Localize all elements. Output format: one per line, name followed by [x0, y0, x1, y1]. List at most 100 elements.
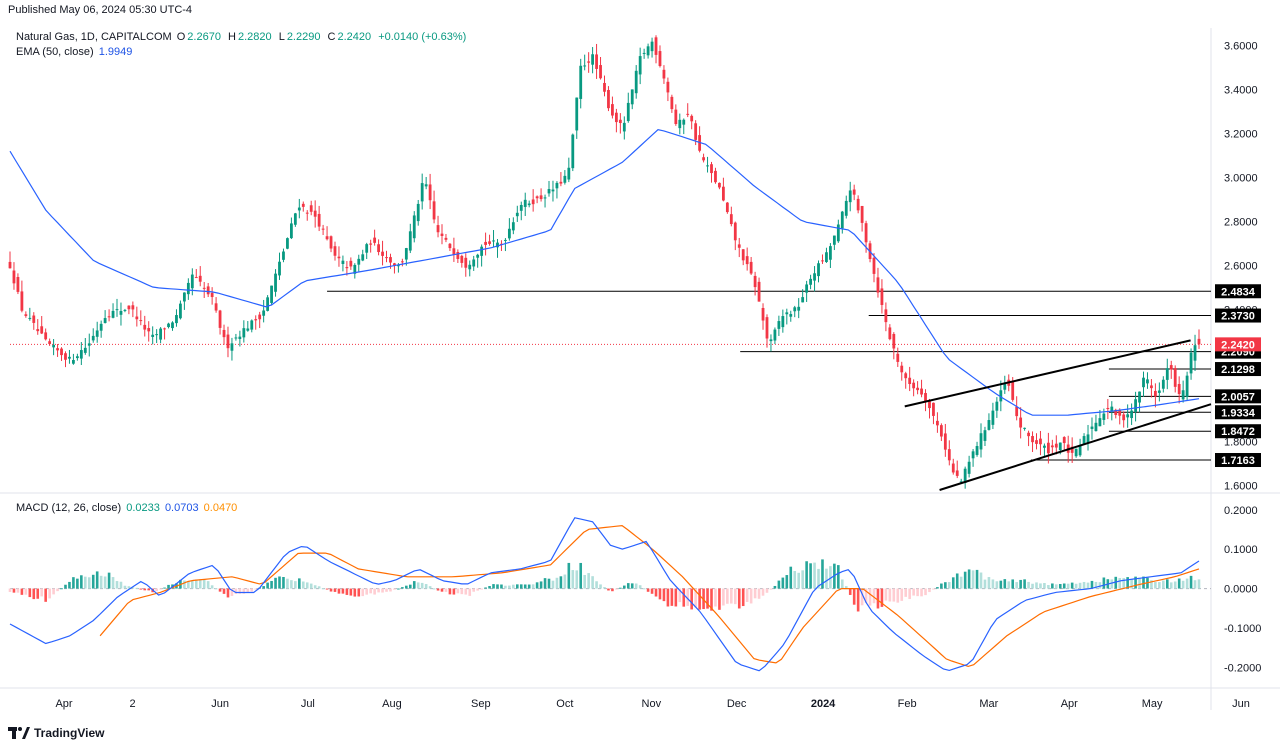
macd-histogram-bar — [111, 577, 115, 589]
macd-histogram-bar — [710, 588, 713, 611]
candle-body — [817, 263, 820, 277]
candle-body — [397, 265, 400, 267]
macd-histogram-bar — [1142, 576, 1145, 589]
macd-histogram-bar — [80, 575, 83, 589]
ema-label[interactable]: EMA (50, close) — [16, 46, 94, 58]
tradingview-brand[interactable]: TradingView — [8, 726, 104, 740]
candle-body — [254, 319, 258, 321]
candle-body — [64, 353, 67, 360]
macd-histogram-bar — [48, 588, 51, 599]
candle-body — [202, 287, 206, 289]
candle-body — [190, 274, 194, 289]
macd-histogram-bar — [587, 573, 590, 589]
macd-histogram-bar — [309, 583, 313, 589]
candle-body — [1058, 442, 1062, 451]
tradingview-logo-icon — [8, 727, 30, 739]
macd-histogram-bar — [991, 579, 995, 589]
macd-histogram-bar — [325, 588, 329, 590]
symbol-title[interactable]: Natural Gas, 1D, CAPITALCOM — [16, 31, 172, 43]
macd-histogram-bar — [868, 588, 872, 606]
candle-body — [1027, 432, 1030, 437]
candle-body — [460, 255, 464, 263]
candle-body — [48, 341, 52, 344]
candle-body — [829, 246, 832, 260]
candle-body — [781, 316, 785, 328]
macd-histogram-bar — [932, 588, 935, 590]
trendline — [904, 339, 1191, 408]
macd-histogram-bar — [1154, 581, 1157, 589]
candle-body — [733, 222, 737, 241]
macd-histogram-bar — [623, 585, 626, 589]
candle-body — [135, 316, 139, 320]
candle-body — [555, 182, 559, 189]
macd-histogram-bar — [127, 586, 131, 589]
candle-body — [614, 112, 618, 123]
macd-histogram-bar — [1086, 582, 1090, 589]
candle-body — [1197, 338, 1201, 345]
macd-histogram-bar — [654, 588, 658, 597]
candle-body — [1138, 391, 1141, 403]
price-tick-label: 3.2000 — [1224, 129, 1258, 141]
macd-histogram-bar — [785, 575, 789, 589]
time-tick-label: May — [1142, 698, 1163, 710]
candle-body — [32, 315, 36, 323]
macd-histogram-bar — [1130, 579, 1133, 589]
macd-histogram-bar — [440, 588, 444, 592]
candle-body — [432, 201, 436, 220]
macd-legend: MACD (12, 26, close) 0.0233 0.0703 0.047… — [16, 502, 239, 514]
macd-histogram-bar — [944, 582, 947, 589]
candle-body — [484, 241, 487, 245]
candle-body — [1157, 390, 1161, 393]
candle-body — [420, 183, 424, 202]
candle-body — [52, 344, 55, 348]
candle-body — [1102, 413, 1106, 420]
macd-histogram-bar — [432, 588, 436, 590]
candle-body — [725, 202, 729, 213]
macd-histogram-bar — [218, 588, 222, 592]
macd-histogram-bar — [900, 588, 904, 601]
time-tick-label: Jun — [211, 698, 229, 710]
macd-histogram-bar — [864, 588, 868, 603]
macd-line — [9, 517, 1200, 672]
candle-body — [963, 468, 967, 483]
macd-histogram-bar — [670, 588, 674, 606]
candle-body — [119, 310, 123, 315]
candle-body — [1062, 437, 1066, 444]
candle-body — [801, 297, 805, 303]
macd-histogram-bar — [246, 588, 250, 593]
macd-histogram-bar — [202, 578, 206, 589]
macd-histogram-bar — [369, 588, 372, 594]
macd-histogram-bar — [848, 588, 852, 595]
candle-body — [68, 356, 71, 359]
candle-body — [571, 134, 575, 169]
candle-body — [721, 186, 725, 201]
macd-histogram-bar — [508, 585, 511, 589]
macd-histogram-bar — [662, 588, 666, 602]
macd-histogram-bar — [1015, 582, 1018, 589]
candle-body — [638, 56, 642, 75]
level-label: 1.7163 — [1221, 455, 1255, 467]
candle-body — [1074, 448, 1078, 457]
candle-body — [416, 203, 420, 222]
candle-body — [504, 239, 507, 241]
candle-body — [840, 211, 844, 229]
macd-histogram-bar — [987, 577, 991, 589]
macd-histogram-bar — [377, 588, 380, 593]
price-tick-label: 3.4000 — [1224, 85, 1258, 97]
candle-body — [519, 204, 523, 211]
macd-histogram-bar — [373, 588, 376, 595]
candle-body — [476, 254, 480, 258]
macd-histogram-bar — [817, 568, 820, 589]
candle-body — [155, 334, 159, 336]
macd-label[interactable]: MACD (12, 26, close) — [16, 502, 122, 514]
macd-histogram-bar — [321, 588, 325, 590]
candle-body — [753, 275, 757, 288]
time-tick-label: Jul — [301, 698, 315, 710]
candle-body — [583, 65, 587, 67]
candle-body — [939, 425, 943, 437]
macd-histogram-bar — [702, 588, 705, 610]
macd-histogram-bar — [773, 585, 777, 589]
candle-body — [825, 252, 828, 263]
candle-body — [761, 307, 765, 321]
